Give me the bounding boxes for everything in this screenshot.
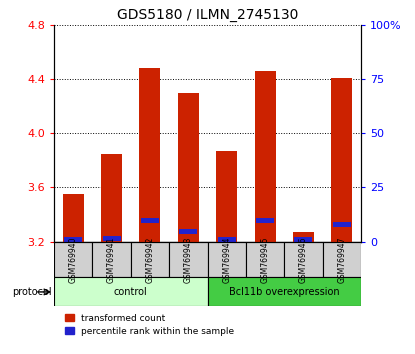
Bar: [103, 236, 120, 241]
Legend: transformed count, percentile rank within the sample: transformed count, percentile rank withi…: [65, 314, 234, 336]
Bar: [63, 194, 84, 242]
Bar: [293, 232, 314, 242]
Bar: [179, 229, 197, 234]
Bar: [178, 92, 199, 242]
Text: GSM769942: GSM769942: [145, 236, 154, 282]
Text: GSM769943: GSM769943: [184, 236, 193, 282]
FancyBboxPatch shape: [54, 242, 93, 277]
Bar: [101, 154, 122, 242]
Bar: [141, 218, 159, 223]
Bar: [254, 71, 276, 242]
FancyBboxPatch shape: [284, 242, 323, 277]
Text: Bcl11b overexpression: Bcl11b overexpression: [229, 287, 339, 297]
Bar: [333, 222, 351, 227]
Text: GSM769947: GSM769947: [337, 236, 347, 282]
Text: GSM769945: GSM769945: [261, 236, 270, 282]
Text: control: control: [114, 287, 148, 297]
FancyBboxPatch shape: [323, 242, 361, 277]
Text: protocol: protocol: [12, 287, 52, 297]
Text: GSM769940: GSM769940: [68, 236, 78, 282]
Bar: [331, 78, 352, 242]
FancyBboxPatch shape: [208, 277, 361, 306]
Bar: [295, 237, 312, 242]
Bar: [256, 218, 274, 223]
FancyBboxPatch shape: [169, 242, 208, 277]
FancyBboxPatch shape: [246, 242, 284, 277]
Text: GSM769941: GSM769941: [107, 236, 116, 282]
FancyBboxPatch shape: [93, 242, 131, 277]
Bar: [216, 151, 237, 242]
Text: GSM769946: GSM769946: [299, 236, 308, 282]
FancyBboxPatch shape: [54, 277, 208, 306]
Bar: [139, 68, 161, 242]
FancyBboxPatch shape: [131, 242, 169, 277]
Bar: [218, 237, 236, 242]
FancyBboxPatch shape: [208, 242, 246, 277]
Title: GDS5180 / ILMN_2745130: GDS5180 / ILMN_2745130: [117, 8, 298, 22]
Bar: [64, 237, 82, 242]
Text: GSM769944: GSM769944: [222, 236, 231, 282]
